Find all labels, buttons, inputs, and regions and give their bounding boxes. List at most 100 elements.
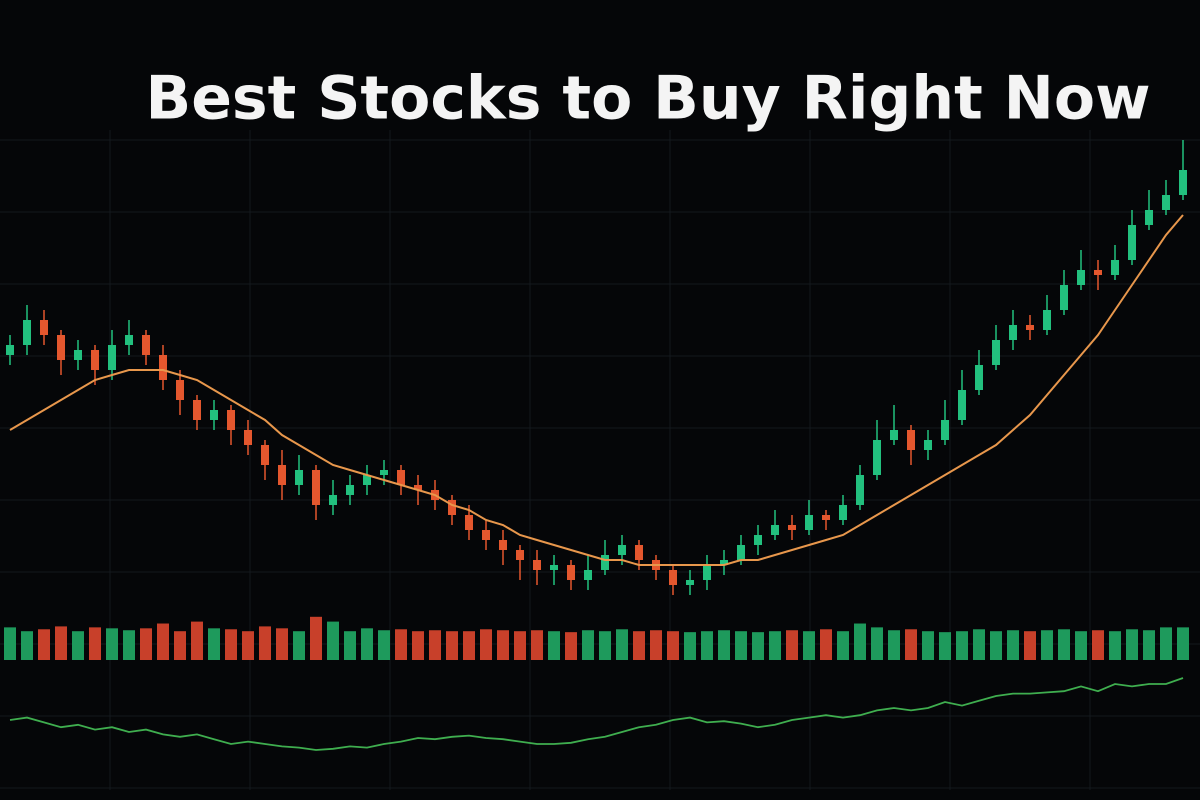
candle-body — [244, 430, 252, 445]
volume-bar — [1109, 631, 1121, 660]
candle-body — [516, 550, 524, 560]
volume-bar — [174, 631, 186, 660]
candle-body — [601, 555, 609, 570]
volume-bar — [871, 627, 883, 660]
volume-bar — [429, 630, 441, 660]
candle-body — [108, 345, 116, 370]
candle-body — [210, 410, 218, 420]
volume-bar — [922, 631, 934, 660]
volume-bar — [106, 628, 118, 660]
volume-bar — [1041, 630, 1053, 660]
volume-bar — [191, 621, 203, 660]
volume-bar — [259, 626, 271, 660]
volume-bar — [752, 632, 764, 660]
volume-bar — [1024, 631, 1036, 660]
volume-bar — [803, 631, 815, 660]
candle-body — [941, 420, 949, 440]
candle-body — [6, 345, 14, 355]
candle-body — [788, 525, 796, 530]
volume-bar — [21, 631, 33, 660]
candle-body — [125, 335, 133, 345]
candle-body — [448, 500, 456, 515]
candle-body — [363, 475, 371, 485]
volume-bar — [225, 629, 237, 660]
candle-body — [1026, 325, 1034, 330]
candle-body — [856, 475, 864, 505]
candle-body — [873, 440, 881, 475]
candle-body — [1009, 325, 1017, 340]
volume-bar — [990, 631, 1002, 660]
volume-bar — [905, 629, 917, 660]
chart-title: Best Stocks to Buy Right Now — [146, 64, 1151, 134]
volume-bar — [140, 628, 152, 660]
volume-bar — [837, 631, 849, 660]
volume-bar — [1160, 627, 1172, 660]
candle-body — [1060, 285, 1068, 310]
volume-bar — [1092, 630, 1104, 660]
candle-body — [703, 565, 711, 580]
volume-bar — [718, 630, 730, 660]
candle-body — [1179, 170, 1187, 195]
volume-bar — [276, 628, 288, 660]
candle-body — [618, 545, 626, 555]
candle-body — [1077, 270, 1085, 285]
candle-body — [771, 525, 779, 535]
volume-bar — [854, 623, 866, 660]
volume-bar — [208, 628, 220, 660]
candle-body — [550, 565, 558, 570]
candle-body — [805, 515, 813, 530]
volume-bar — [531, 630, 543, 660]
volume-bar — [4, 627, 16, 660]
volume-bar — [1126, 629, 1138, 660]
candle-body — [992, 340, 1000, 365]
volume-bar — [89, 627, 101, 660]
volume-bar — [582, 630, 594, 660]
plot-area — [4, 140, 1189, 751]
volume-bar — [939, 632, 951, 660]
volume-bar — [633, 631, 645, 660]
candle-body — [975, 365, 983, 390]
candle-body — [414, 485, 422, 490]
candle-body — [40, 320, 48, 335]
grid — [0, 130, 1200, 790]
candle-body — [159, 355, 167, 380]
volume-bar — [378, 630, 390, 660]
candle-body — [482, 530, 490, 540]
volume-bar — [1177, 627, 1189, 660]
candle-body — [295, 470, 303, 485]
volume-bar — [310, 616, 322, 660]
candle-body — [465, 515, 473, 530]
volume-bar — [395, 629, 407, 660]
candle-body — [567, 565, 575, 580]
candle-body — [924, 440, 932, 450]
volume-bar — [157, 623, 169, 660]
volume-bar — [1143, 630, 1155, 660]
volume-bar — [497, 630, 509, 660]
volume-bar — [38, 629, 50, 660]
candle-body — [176, 380, 184, 400]
candle-body — [907, 430, 915, 450]
candle-body — [958, 390, 966, 420]
candle-body — [635, 545, 643, 560]
candle-body — [1111, 260, 1119, 275]
candle-body — [737, 545, 745, 560]
candle-body — [329, 495, 337, 505]
candle-body — [754, 535, 762, 545]
volume-bar — [888, 630, 900, 660]
volume-bar — [446, 631, 458, 660]
moving-average-line — [9, 214, 1184, 566]
candle-body — [142, 335, 150, 355]
candle-body — [720, 560, 728, 565]
candle-body — [1094, 270, 1102, 275]
volume-bar — [548, 631, 560, 660]
candle-body — [669, 570, 677, 585]
volume-bar — [463, 631, 475, 660]
volume-bar — [1058, 629, 1070, 660]
candle-body — [278, 465, 286, 485]
candle-body — [193, 400, 201, 420]
volume-bar — [820, 629, 832, 660]
volume-bar — [1075, 631, 1087, 660]
volume-bar — [361, 628, 373, 660]
candle-body — [686, 580, 694, 585]
